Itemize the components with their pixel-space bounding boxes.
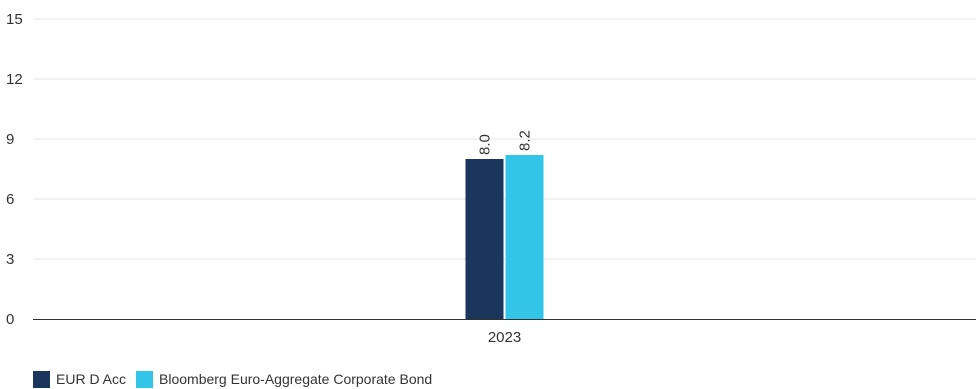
data-label-2023-series-0: 8.0: [477, 134, 494, 155]
legend-swatch-eur-d-acc: [33, 370, 50, 388]
x-tick-label-2023: 2023: [488, 329, 521, 346]
legend-item-eur-d-acc: EUR D Acc: [33, 370, 127, 388]
y-tick-label-12: 12: [6, 71, 23, 88]
x-axis-ticks: 2023: [488, 329, 521, 346]
y-axis-ticks: 0 3 6 9 12 15: [6, 11, 23, 328]
data-label-2023-series-1: 8.2: [517, 130, 534, 151]
y-tick-label-15: 15: [6, 11, 23, 28]
bar-2023-series-1: [505, 155, 544, 319]
legend-swatch-benchmark: [136, 370, 154, 388]
legend-label-eur-d-acc: EUR D Acc: [56, 371, 127, 387]
data-labels: 8.0 8.2: [477, 130, 534, 155]
gridlines: [33, 18, 976, 260]
bars: [465, 155, 544, 319]
bar-2023-series-0: [465, 159, 504, 319]
legend: EUR D Acc Bloomberg Euro-Aggregate Corpo…: [33, 370, 442, 388]
y-tick-label-0: 0: [6, 311, 14, 328]
legend-label-benchmark: Bloomberg Euro-Aggregate Corporate Bond: [159, 371, 433, 387]
y-tick-label-9: 9: [6, 131, 14, 148]
y-tick-label-3: 3: [6, 251, 14, 268]
legend-item-benchmark: Bloomberg Euro-Aggregate Corporate Bond: [136, 370, 433, 388]
y-tick-label-6: 6: [6, 191, 14, 208]
